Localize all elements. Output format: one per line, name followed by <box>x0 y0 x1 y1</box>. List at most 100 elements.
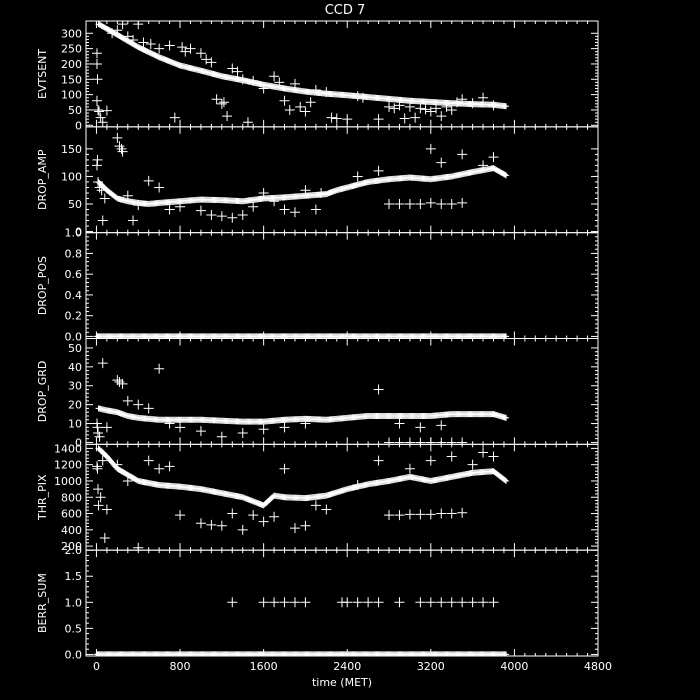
data-point <box>91 58 102 69</box>
data-point <box>373 455 384 466</box>
data-point <box>93 104 104 115</box>
data-point <box>389 103 400 114</box>
data-point <box>310 85 321 96</box>
y-tick-label: 0 <box>75 119 82 132</box>
y-tick-label: 250 <box>61 43 82 56</box>
data-point <box>154 182 165 193</box>
data-point <box>415 103 426 114</box>
y-tick-label: 0.0 <box>65 330 83 343</box>
data-point <box>237 74 248 85</box>
data-point <box>122 190 133 201</box>
data-point <box>206 519 217 530</box>
panel-evtsent: 0 50 100 150 200 250 300 EVTSENT <box>36 20 599 132</box>
y-tick-label: 800 <box>61 491 82 504</box>
y-axis-label: BERR_SUM <box>36 573 49 633</box>
data-point <box>415 597 426 608</box>
data-point <box>284 104 295 115</box>
trend-point <box>503 477 510 484</box>
data-point <box>357 92 368 103</box>
data-point <box>122 31 133 42</box>
data-point <box>143 403 154 414</box>
data-point <box>92 154 103 165</box>
data-point <box>425 143 436 154</box>
data-point <box>116 143 127 154</box>
data-point <box>138 37 149 48</box>
data-point <box>258 187 269 198</box>
data-point <box>93 484 104 495</box>
data-point <box>216 98 227 109</box>
data-point <box>394 100 405 111</box>
y-tick-label: 1000 <box>54 475 82 488</box>
x-tick-label: 800 <box>170 660 191 673</box>
data-point <box>295 101 306 112</box>
data-point <box>300 185 311 196</box>
data-point <box>133 542 144 551</box>
data-point <box>394 418 405 429</box>
data-point <box>112 132 123 143</box>
data-point <box>478 447 489 458</box>
data-point <box>289 207 300 218</box>
data-point <box>457 149 468 160</box>
data-point <box>94 106 105 117</box>
y-tick-label: 0.4 <box>65 289 83 302</box>
data-point <box>352 171 363 182</box>
data-point <box>227 508 238 519</box>
trend-point <box>503 172 510 179</box>
y-tick-label: 0.2 <box>65 310 83 323</box>
panel-berr-sum: 0.0 0.5 1.0 1.5 2.0 BERR_SUM <box>36 544 599 661</box>
data-point <box>258 424 269 435</box>
data-markers <box>91 358 510 445</box>
data-point <box>99 532 110 543</box>
data-point <box>101 422 112 433</box>
data-point <box>169 112 180 123</box>
data-point <box>91 461 102 472</box>
data-markers <box>91 445 510 551</box>
data-point <box>441 101 452 112</box>
data-point <box>222 111 233 122</box>
data-point <box>425 597 436 608</box>
panel-frame <box>85 20 599 128</box>
y-tick-label: 0.5 <box>65 622 83 635</box>
data-point <box>195 48 206 59</box>
data-point <box>175 201 186 212</box>
y-tick-label: 0.8 <box>65 247 83 260</box>
data-point <box>195 205 206 216</box>
data-point <box>122 395 133 406</box>
data-point <box>92 422 103 433</box>
data-point <box>164 204 175 215</box>
data-point <box>164 461 175 472</box>
data-point <box>180 46 191 57</box>
data-point <box>446 597 457 608</box>
data-point <box>248 201 259 212</box>
data-point <box>122 475 133 486</box>
data-point <box>112 375 123 386</box>
panel-frame <box>85 338 599 445</box>
y-tick-label: 0.0 <box>65 648 83 661</box>
data-point <box>467 459 478 470</box>
data-point <box>352 91 363 102</box>
y-axis-label: THR_PIX <box>36 474 49 521</box>
data-point <box>331 113 342 124</box>
data-point <box>478 92 489 103</box>
y-tick-label: 150 <box>61 143 82 156</box>
x-tick-label: 4800 <box>584 660 612 673</box>
data-point <box>446 104 457 115</box>
y-tick-label: 0 <box>75 226 82 239</box>
y-tick-label: 300 <box>61 27 82 40</box>
data-point <box>352 597 363 608</box>
data-point <box>316 187 327 198</box>
data-markers <box>91 21 510 127</box>
data-point <box>394 437 405 445</box>
y-tick-label: 100 <box>61 170 82 183</box>
x-tick-label: 3200 <box>417 660 445 673</box>
x-tick-label: 1600 <box>250 660 278 673</box>
data-point <box>97 117 108 127</box>
data-point <box>420 104 431 115</box>
data-point <box>258 597 269 608</box>
data-point <box>269 511 280 522</box>
data-point <box>164 418 175 429</box>
data-point <box>237 524 248 535</box>
data-point <box>384 510 395 521</box>
data-point <box>97 358 108 369</box>
